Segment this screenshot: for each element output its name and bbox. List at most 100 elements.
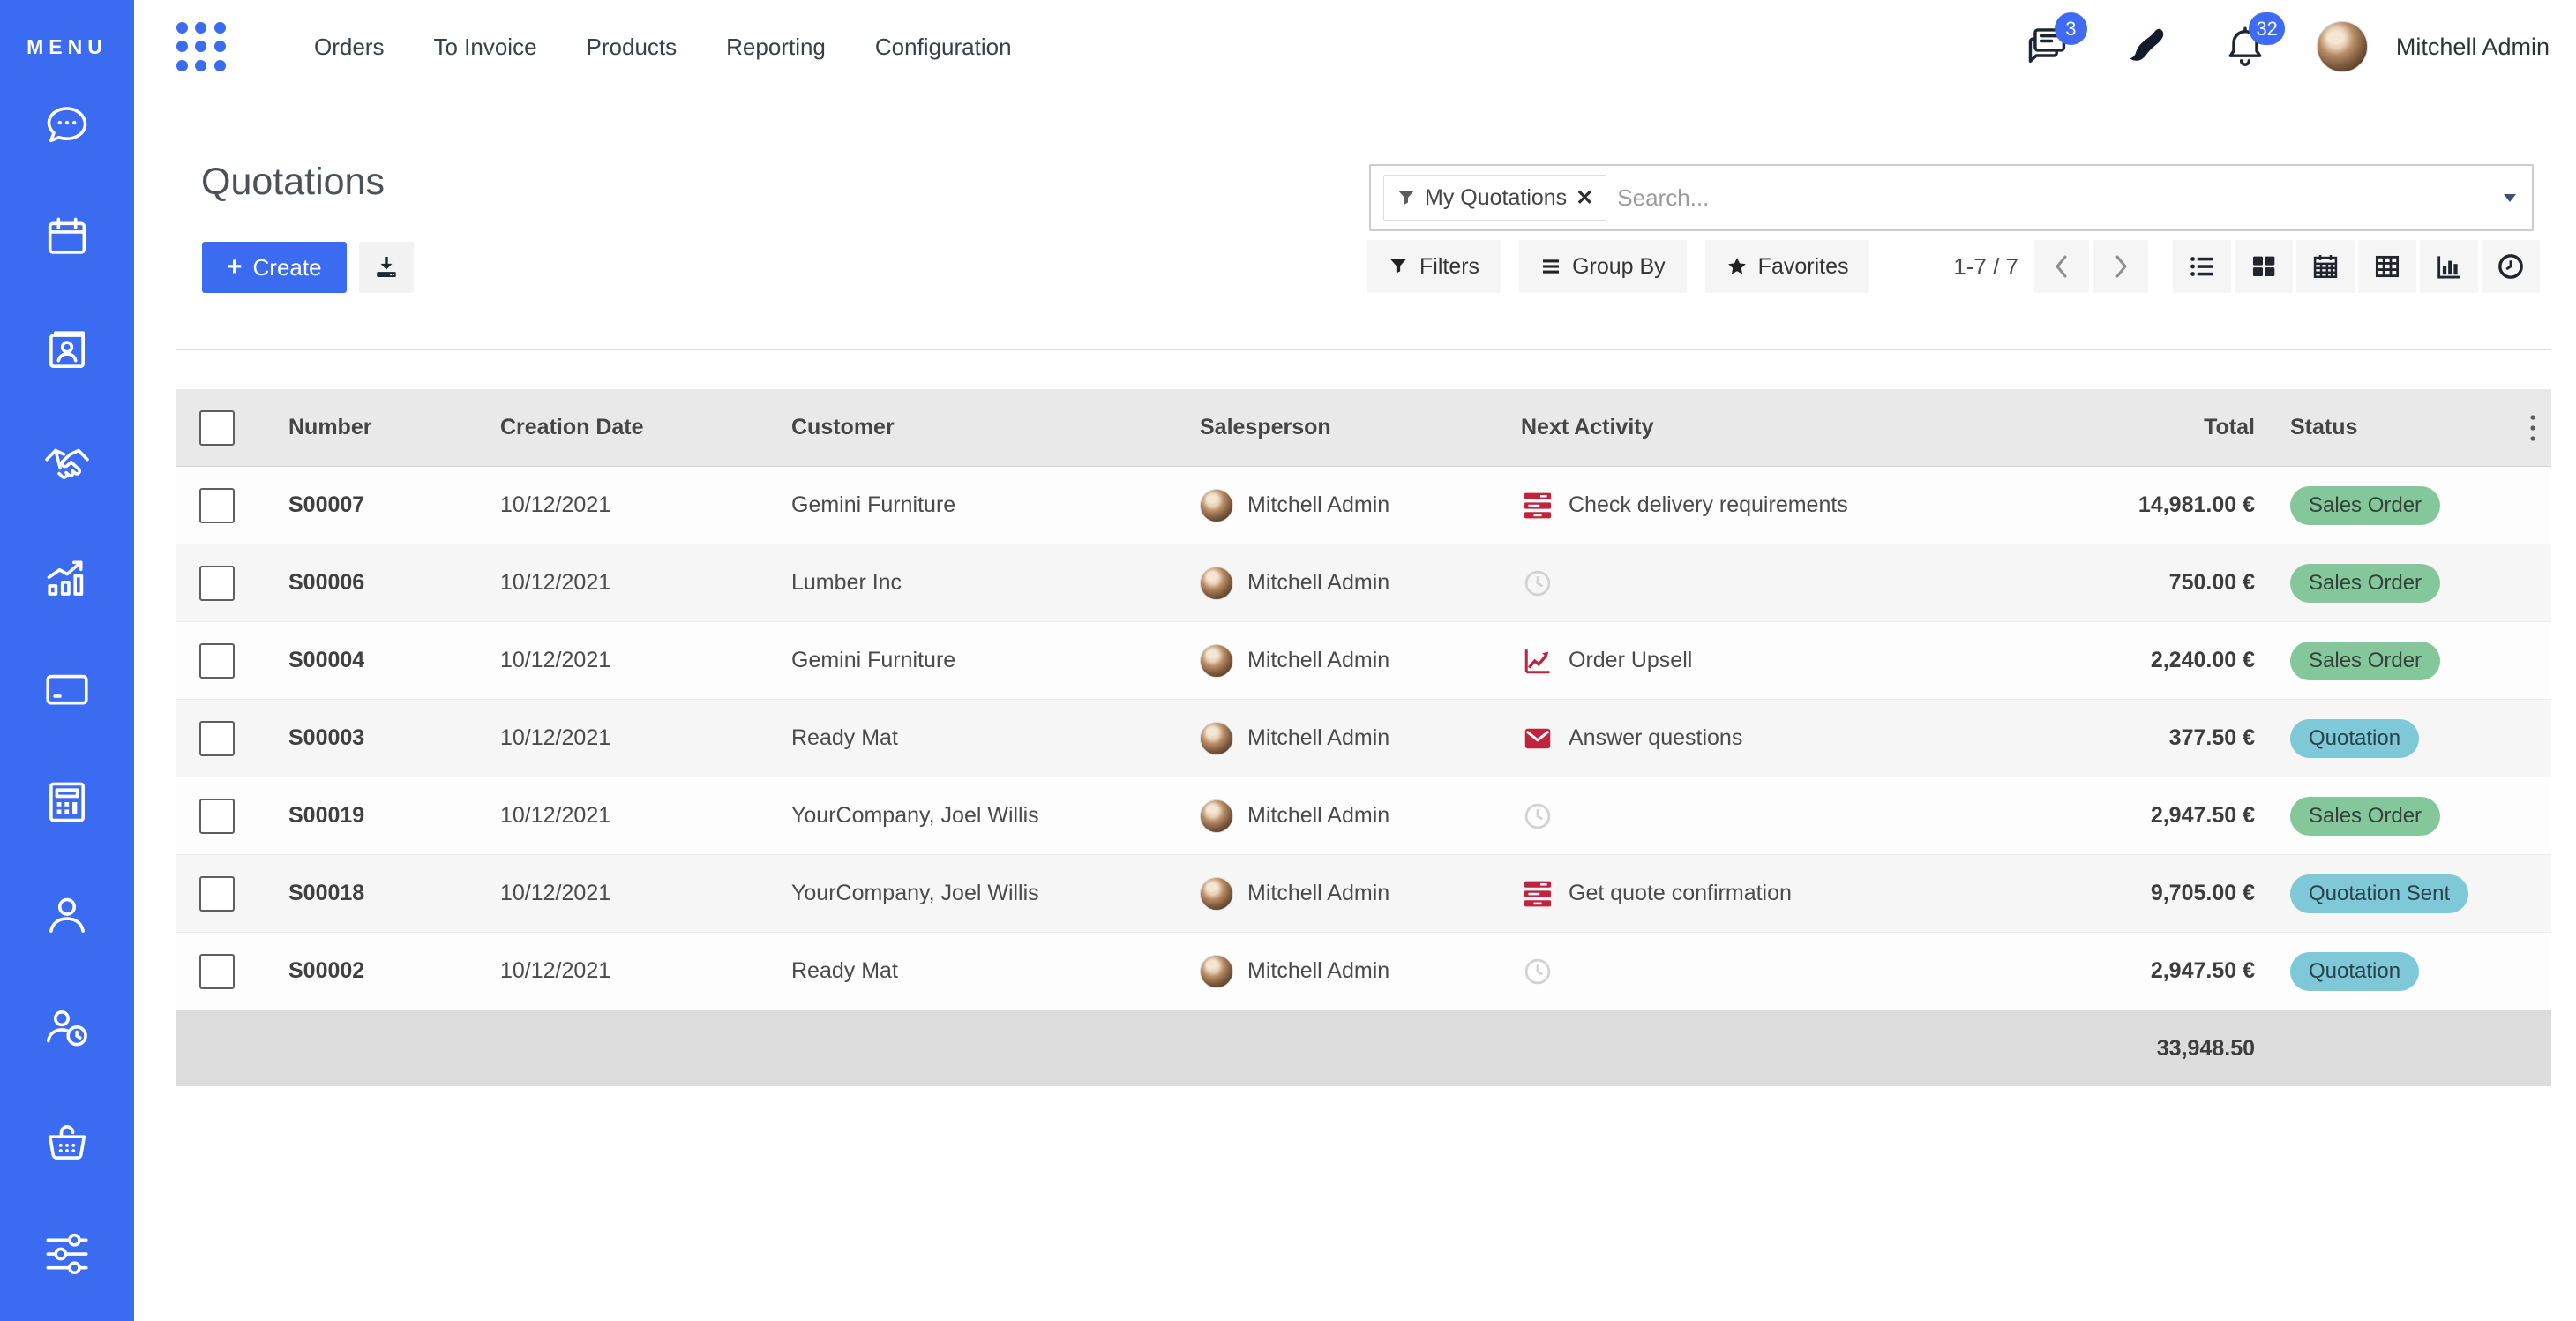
view-list-button[interactable] — [2173, 240, 2231, 293]
messages-badge: 3 — [2054, 12, 2087, 45]
pager-next-button[interactable] — [2093, 240, 2148, 293]
search-input[interactable] — [1617, 184, 2504, 212]
notifications-bell-icon[interactable]: 32 — [2218, 12, 2285, 74]
nav-to-invoice[interactable]: To Invoice — [433, 33, 537, 60]
sliders-icon[interactable] — [39, 1226, 95, 1282]
apps-grid-icon[interactable] — [176, 22, 226, 71]
user-icon[interactable] — [39, 887, 95, 943]
total-amount: 2,947.50 € — [2150, 958, 2255, 983]
user-name[interactable]: Mitchell Admin — [2395, 33, 2550, 60]
pager-previous-button[interactable] — [2034, 240, 2089, 293]
row-checkbox[interactable] — [199, 953, 235, 989]
chart-increase-icon[interactable] — [1521, 644, 1554, 678]
clock-icon[interactable] — [1521, 955, 1554, 988]
clock-icon[interactable] — [1521, 799, 1554, 833]
creation-date: 10/12/2021 — [500, 492, 611, 517]
calendar-icon[interactable] — [39, 209, 95, 266]
total-amount: 2,947.50 € — [2150, 803, 2255, 828]
quotation-number: S00002 — [288, 958, 365, 983]
table-row[interactable]: S00019 10/12/2021 YourCompany, Joel Will… — [176, 777, 2551, 855]
column-options-button[interactable] — [2514, 389, 2551, 466]
activity-label[interactable]: Get quote confirmation — [1569, 881, 1792, 905]
sales-chart-icon[interactable] — [39, 548, 95, 604]
activity-list-icon[interactable] — [1521, 877, 1554, 911]
nav-products[interactable]: Products — [586, 33, 678, 60]
remove-facet-icon[interactable]: ✕ — [1576, 185, 1594, 210]
nav-reporting[interactable]: Reporting — [726, 33, 826, 60]
filters-button[interactable]: Filters — [1367, 240, 1501, 293]
table-row[interactable]: S00018 10/12/2021 YourCompany, Joel Will… — [176, 855, 2551, 933]
shopping-basket-icon[interactable] — [39, 1113, 95, 1169]
view-graph-button[interactable] — [2420, 240, 2478, 293]
activity-label[interactable]: Answer questions — [1569, 725, 1743, 750]
view-activity-button[interactable] — [2482, 240, 2540, 293]
quotation-number: S00019 — [288, 803, 365, 828]
view-calendar-button[interactable] — [2296, 240, 2355, 293]
nav-orders[interactable]: Orders — [314, 33, 385, 60]
kebab-menu-icon — [2530, 414, 2535, 441]
total-amount: 14,981.00 € — [2138, 492, 2255, 517]
star-icon — [1727, 258, 1746, 274]
activity-list-icon[interactable] — [1521, 489, 1554, 522]
header-creation-date[interactable]: Creation Date — [500, 415, 644, 439]
notifications-badge: 32 — [2249, 12, 2285, 45]
group-by-button[interactable]: Group By — [1519, 240, 1687, 293]
header-salesperson[interactable]: Salesperson — [1200, 415, 1331, 439]
status-badge: Sales Order — [2290, 563, 2441, 603]
salesperson-avatar — [1200, 721, 1233, 755]
control-panel-buttons: Filters Group By Favorites 1-7 / 7 — [1367, 240, 2540, 293]
search-filter-facet[interactable]: My Quotations ✕ — [1383, 175, 1607, 221]
nav-configuration[interactable]: Configuration — [874, 33, 1012, 60]
footer-total: 33,948.50 — [2156, 1035, 2255, 1061]
download-icon — [376, 256, 396, 278]
calendar-view-icon — [2313, 254, 2338, 279]
clock-icon[interactable] — [1521, 567, 1554, 600]
favorites-button[interactable]: Favorites — [1704, 240, 1870, 293]
quotation-number: S00018 — [288, 881, 365, 905]
header-customer[interactable]: Customer — [791, 415, 895, 439]
chevron-left-icon — [2056, 255, 2067, 278]
table-row[interactable]: S00006 10/12/2021 Lumber Inc Mitchell Ad… — [176, 544, 2551, 622]
row-checkbox[interactable] — [199, 798, 235, 834]
row-checkbox[interactable] — [199, 642, 235, 679]
row-checkbox[interactable] — [199, 565, 235, 601]
quotation-number: S00006 — [288, 570, 365, 595]
creation-date: 10/12/2021 — [500, 881, 611, 905]
table-row[interactable]: S00003 10/12/2021 Ready Mat Mitchell Adm… — [176, 700, 2551, 777]
salesperson-avatar — [1200, 488, 1233, 522]
create-button[interactable]: + Create — [202, 242, 347, 293]
handshake-icon[interactable] — [39, 435, 95, 492]
envelope-icon[interactable] — [1521, 722, 1554, 755]
create-button-label: Create — [252, 253, 322, 281]
search-dropdown-caret[interactable] — [2504, 193, 2516, 202]
paintbrush-icon[interactable] — [2119, 19, 2174, 74]
table-row[interactable]: S00007 10/12/2021 Gemini Furniture Mitch… — [176, 467, 2551, 544]
header-total[interactable]: Total — [2204, 415, 2255, 439]
table-row[interactable]: S00004 10/12/2021 Gemini Furniture Mitch… — [176, 622, 2551, 700]
export-download-button[interactable] — [358, 242, 414, 293]
messages-icon[interactable]: 3 — [2020, 12, 2087, 74]
user-clock-icon[interactable] — [39, 1000, 95, 1056]
user-avatar[interactable] — [2316, 21, 2368, 72]
row-checkbox[interactable] — [199, 720, 235, 756]
header-next-activity[interactable]: Next Activity — [1521, 415, 1654, 439]
row-checkbox[interactable] — [199, 487, 235, 523]
chat-bubble-icon[interactable] — [39, 96, 95, 153]
view-kanban-button[interactable] — [2235, 240, 2293, 293]
activity-label[interactable]: Check delivery requirements — [1569, 492, 1848, 517]
view-pivot-button[interactable] — [2358, 240, 2416, 293]
table-header-row: Number Creation Date Customer Salesperso… — [176, 389, 2551, 467]
main-area: Orders To Invoice Products Reporting Con… — [134, 0, 2576, 1321]
credit-card-icon[interactable] — [39, 661, 95, 717]
row-checkbox[interactable] — [199, 875, 235, 912]
header-status[interactable]: Status — [2290, 415, 2358, 439]
panel-divider — [176, 349, 2551, 350]
header-number[interactable]: Number — [288, 415, 372, 439]
customer-name: YourCompany, Joel Willis — [791, 803, 1039, 828]
address-book-icon[interactable] — [39, 322, 95, 379]
quotation-number: S00004 — [288, 648, 365, 672]
activity-label[interactable]: Order Upsell — [1569, 648, 1693, 672]
table-row[interactable]: S00002 10/12/2021 Ready Mat Mitchell Adm… — [176, 933, 2551, 1010]
select-all-checkbox[interactable] — [199, 409, 235, 446]
calculator-icon[interactable] — [39, 774, 95, 830]
